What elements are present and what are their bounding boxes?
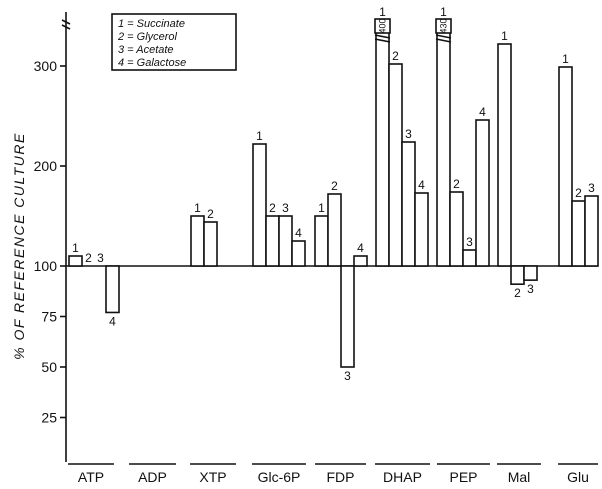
off-scale-box — [435, 18, 452, 34]
bar — [388, 63, 403, 267]
bar-series-label: 3 — [527, 282, 534, 296]
bar-series-label: 2 — [331, 179, 338, 193]
bar-series-label: 4 — [109, 314, 116, 328]
bar — [571, 200, 586, 267]
bar — [314, 215, 329, 267]
bar-break-mark — [374, 34, 391, 43]
group-label: PEP — [449, 469, 477, 485]
legend-entry: 4 = Galactose — [118, 57, 186, 69]
group-label: ATP — [78, 469, 104, 485]
off-scale-value: 430 — [439, 18, 449, 33]
bar-series-label: 2 — [85, 251, 92, 265]
group-label: Mal — [508, 469, 531, 485]
legend-entry: 1 = Succinate — [118, 18, 185, 30]
bar — [291, 240, 306, 267]
bar — [278, 215, 293, 267]
bar-series-label: 3 — [466, 235, 473, 249]
legend-box — [111, 13, 237, 71]
legend-entry: 3 = Acetate — [118, 44, 174, 56]
y-tick-label: 100 — [34, 258, 58, 274]
bar-series-label: 2 — [269, 201, 276, 215]
bar-series-label: 1 — [194, 201, 201, 215]
bar — [105, 265, 120, 314]
bar — [510, 265, 525, 285]
bar — [497, 43, 512, 267]
bar-series-label: 4 — [418, 178, 425, 192]
bar-series-label: 2 — [453, 177, 460, 191]
bar — [265, 215, 280, 267]
bar-series-label: 2 — [575, 186, 582, 200]
bar — [203, 221, 218, 267]
group-label: Glu — [567, 469, 589, 485]
group-labels: ATP ADP XTP Glc-6P FDP DHAP PEP Mal Glu — [68, 463, 598, 485]
y-tick-label: 75 — [41, 309, 57, 325]
bar-series-label: 3 — [282, 201, 289, 215]
bar — [68, 255, 83, 267]
y-tick-label: 25 — [41, 410, 57, 426]
bar — [190, 215, 205, 267]
bar-series-label: 3 — [344, 369, 351, 383]
axes: 25 50 75 100 200 300 % OF REFERENCE CULTURE — [11, 12, 598, 462]
bar-series-label: 1 — [72, 241, 79, 255]
off-scale-value: 400 — [378, 18, 388, 33]
bar-series-label: 1 — [256, 129, 263, 143]
bar-series-label: 4 — [357, 241, 364, 255]
bar — [523, 265, 538, 281]
bar-series-label: 3 — [588, 181, 595, 195]
group-label: XTP — [199, 469, 226, 485]
bar — [584, 195, 599, 267]
y-tick-label: 300 — [34, 58, 58, 74]
bar-series-label: 1 — [379, 5, 386, 19]
bar-series-label: 1 — [318, 201, 325, 215]
bar — [558, 66, 573, 267]
bar — [436, 25, 451, 267]
bars — [68, 25, 599, 368]
group-label: ADP — [138, 469, 167, 485]
bar — [475, 119, 490, 267]
axis-break-mark — [61, 19, 71, 30]
bar-series-label: 4 — [295, 226, 302, 240]
bar-series-label: 2 — [207, 207, 214, 221]
bar-series-label: 3 — [405, 127, 412, 141]
bar-series-label: 3 — [97, 251, 104, 265]
bar-series-label: 1 — [501, 29, 508, 43]
bar — [414, 192, 429, 267]
y-axis-label: % OF REFERENCE CULTURE — [11, 132, 27, 360]
group-label: FDP — [327, 469, 355, 485]
bar — [252, 143, 267, 267]
bar — [375, 25, 390, 267]
bar-series-label: 4 — [479, 105, 486, 119]
bar — [401, 141, 416, 267]
group-label: Glc-6P — [258, 469, 301, 485]
y-tick-label: 50 — [41, 359, 57, 375]
bar-series-label: 1 — [562, 52, 569, 66]
off-scale-box — [374, 18, 391, 34]
bar-series-label: 1 — [440, 5, 447, 19]
y-tick-label: 200 — [34, 158, 58, 174]
bar-break-mark — [435, 34, 452, 43]
bar — [353, 255, 368, 267]
group-label: DHAP — [383, 469, 422, 485]
bar — [340, 265, 355, 368]
legend-entry: 2 = Glycerol — [117, 31, 178, 43]
bar — [327, 193, 342, 267]
bar-series-label: 2 — [392, 49, 399, 63]
bar-series-label: 2 — [514, 286, 521, 300]
bar — [449, 191, 464, 267]
bar — [462, 249, 477, 267]
